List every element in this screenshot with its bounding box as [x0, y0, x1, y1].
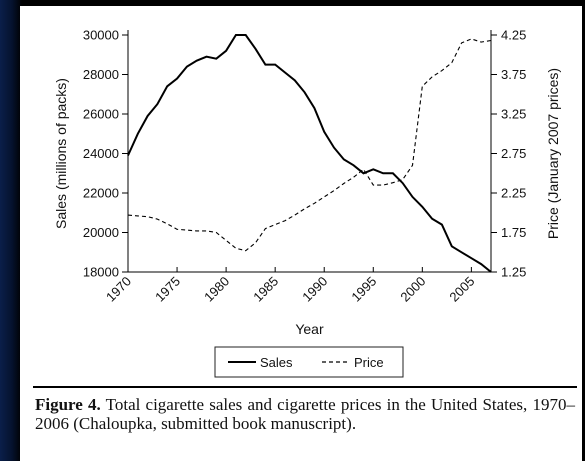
x-tick-label: 1980 — [201, 274, 232, 305]
legend-sales-label: Sales — [260, 355, 293, 370]
axes-layer — [122, 30, 497, 273]
y-left-tick-label: 20000 — [83, 225, 119, 240]
x-axis-label: Year — [295, 321, 324, 337]
legend: Sales Price — [214, 346, 404, 378]
y-right-tick-label: 2.25 — [501, 186, 526, 201]
caption-rule — [33, 386, 577, 388]
legend-price-label: Price — [354, 355, 384, 370]
caption-text: Total cigarette sales and cigarette pric… — [35, 395, 575, 433]
y-left-tick-label: 24000 — [83, 146, 119, 161]
series-layer — [127, 34, 492, 273]
x-tick-label: 1985 — [250, 274, 281, 305]
series-sales-line — [127, 34, 492, 273]
series-price-line — [127, 38, 492, 252]
tick-labels-layer: 18000 20000 22000 24000 26000 28000 30000 1.25 1… — [83, 28, 526, 305]
y-right-tick-label: 4.25 — [501, 28, 526, 43]
x-tick-label: 1975 — [152, 274, 183, 305]
figure-caption: Figure 4. Total cigarette sales and ciga… — [35, 395, 575, 433]
legend-box — [214, 346, 404, 378]
x-tick-label: 1990 — [299, 274, 330, 305]
y-left-tick-label: 18000 — [83, 265, 119, 280]
x-tick-label: 1995 — [348, 274, 379, 305]
y-right-tick-label: 1.75 — [501, 225, 526, 240]
x-tick-label: 2005 — [446, 274, 477, 305]
y-right-tick-label: 2.75 — [501, 146, 526, 161]
y-left-tick-label: 28000 — [83, 67, 119, 82]
y-right-tick-label: 3.75 — [501, 67, 526, 82]
y-left-tick-label: 22000 — [83, 186, 119, 201]
caption-label: Figure 4. — [35, 395, 101, 414]
y-left-tick-label: 26000 — [83, 107, 119, 122]
x-tick-label: 2000 — [397, 274, 428, 305]
y-axis-right-label: Price (January 2007 prices) — [545, 68, 561, 239]
y-right-tick-label: 1.25 — [501, 265, 526, 280]
y-right-tick-label: 3.25 — [501, 107, 526, 122]
y-left-tick-label: 30000 — [83, 28, 119, 43]
y-axis-left-label: Sales (millions of packs) — [53, 78, 69, 229]
figure-panel — [20, 6, 582, 461]
